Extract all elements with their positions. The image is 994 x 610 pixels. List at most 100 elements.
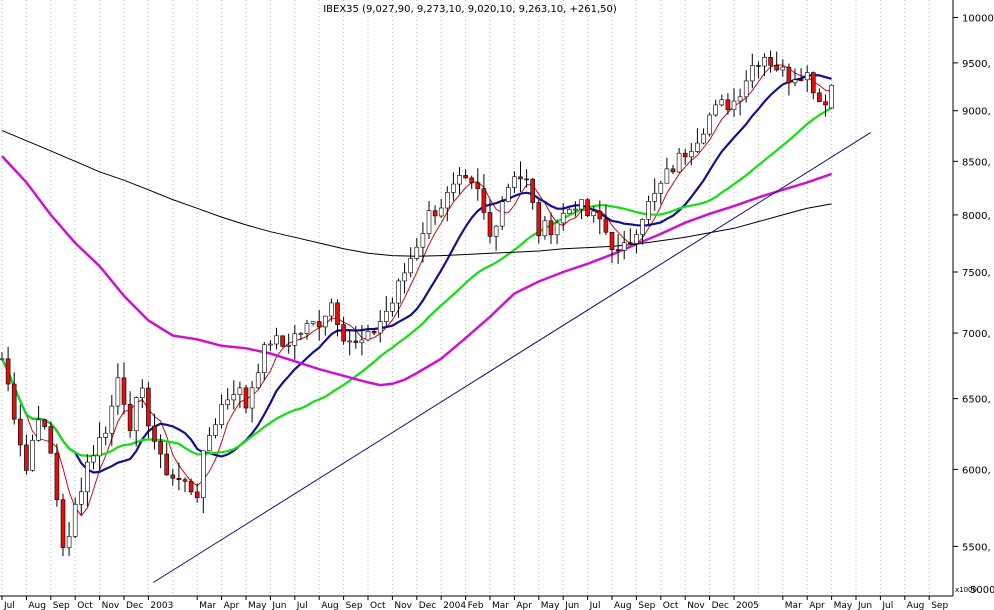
candle-body	[274, 335, 279, 345]
candle-body	[115, 377, 121, 407]
x-tick-label: Dec	[419, 601, 436, 610]
candle-body	[103, 432, 108, 438]
x-tick-label: Aug	[907, 601, 925, 610]
candle-body	[426, 210, 432, 234]
candle-body	[261, 344, 267, 373]
candle-body	[347, 340, 353, 343]
candle-body	[743, 80, 749, 98]
candle-body	[560, 213, 566, 224]
x-tick-label: Dec	[126, 601, 143, 610]
candle-body	[463, 175, 468, 179]
candle-body	[329, 302, 334, 317]
candle-body	[304, 323, 310, 334]
candle-body	[60, 499, 66, 548]
candle-body	[585, 199, 590, 216]
candle-body	[512, 176, 517, 188]
ma-13-line	[1, 73, 832, 474]
candle-body	[518, 176, 523, 180]
x-tick-label: Apr	[224, 601, 240, 610]
chart-title: IBEX35 (9,027,90, 9,273,10, 9,020,10, 9,…	[323, 4, 617, 15]
candle-body	[579, 199, 584, 210]
candle-body	[597, 210, 603, 220]
candle-body	[152, 425, 157, 442]
candle-body	[310, 321, 316, 324]
candle-body	[646, 201, 651, 220]
ma-30-line	[1, 106, 833, 457]
candle-body	[682, 152, 688, 158]
candle-body	[176, 477, 182, 480]
candle-body	[719, 99, 725, 106]
candle-body	[457, 175, 462, 185]
candle-body	[164, 453, 169, 476]
candle-body	[48, 426, 54, 454]
x-tick-label: Jul	[589, 601, 601, 610]
candle-body	[316, 321, 322, 328]
x-tick-label: Jun	[564, 601, 579, 610]
x-tick-label: Sep	[346, 601, 363, 610]
x-tick-label: May	[248, 601, 267, 610]
y-tick-label: 6500,	[962, 395, 991, 406]
candle-body	[335, 302, 340, 325]
candle-body	[158, 441, 163, 455]
y-tick-label: 6000,	[962, 465, 991, 476]
ma-long-magenta-line	[1, 155, 833, 387]
y-tick-label: 5500,	[962, 542, 991, 553]
candle-body	[377, 321, 383, 334]
candle-body	[566, 209, 572, 214]
x-tick-label: Sep	[638, 601, 655, 610]
candle-body	[280, 335, 285, 347]
candle-body	[121, 377, 127, 405]
candle-body	[298, 333, 304, 335]
candle-body	[383, 310, 389, 322]
candle-body	[249, 387, 255, 409]
candle-body	[737, 96, 743, 102]
ma-short-line	[1, 64, 832, 517]
candle-body	[371, 331, 377, 334]
candle-body	[701, 133, 706, 144]
x-tick-label: Jun	[271, 601, 286, 610]
candle-body	[536, 202, 542, 237]
candle-body	[768, 57, 773, 66]
candle-body	[640, 219, 645, 235]
candle-body	[42, 419, 48, 427]
candle-body	[30, 439, 35, 471]
candle-body	[817, 92, 822, 102]
candle-body	[609, 231, 615, 250]
candle-body	[676, 152, 682, 173]
candle-body	[695, 142, 700, 152]
candle-body	[786, 66, 792, 84]
candle-body	[213, 424, 218, 436]
candle-body	[11, 383, 17, 420]
x-tick-label: Aug	[28, 601, 46, 610]
candle-body	[5, 358, 11, 385]
candle-body	[499, 201, 505, 227]
candle-body	[390, 302, 395, 312]
candle-body	[170, 474, 176, 479]
candle-body	[140, 387, 145, 398]
candle-body	[396, 280, 401, 304]
x-tick-label: Feb	[468, 601, 484, 610]
candle-body	[670, 168, 676, 173]
x-tick-label: Jul	[881, 601, 893, 610]
candle-body	[615, 249, 621, 251]
y-tick-label: 9000,	[962, 107, 991, 118]
y-tick-label: 9500,	[962, 59, 991, 70]
candle-body	[359, 339, 365, 343]
candle-body	[749, 65, 755, 82]
candle-body	[627, 242, 633, 244]
candle-body	[194, 491, 200, 498]
candle-body	[469, 177, 475, 184]
candle-body	[573, 208, 578, 211]
candle-body	[255, 372, 261, 389]
candle-body	[780, 66, 786, 71]
x-tick-label: Aug	[321, 601, 339, 610]
candle-body	[97, 437, 102, 457]
candle-body	[414, 246, 420, 259]
candle-body	[17, 418, 23, 446]
x-tick-label: Jul	[3, 601, 15, 610]
x-tick-label: Oct	[77, 601, 93, 610]
x-tick-label: Aug	[614, 601, 632, 610]
candle-body	[54, 452, 60, 501]
y-tick-label: 7000,	[962, 329, 991, 340]
